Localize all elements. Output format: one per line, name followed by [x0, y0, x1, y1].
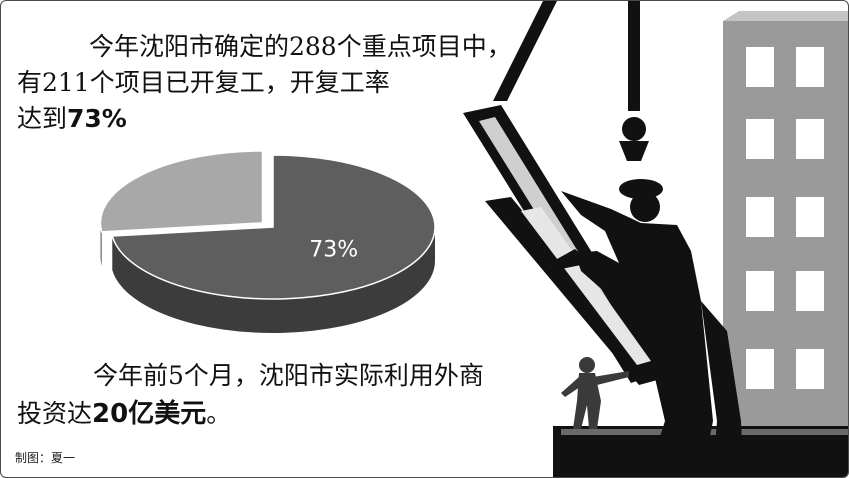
footer-line-2-suffix: 。: [206, 399, 232, 428]
footer-line-2: 投资达20亿美元。: [17, 393, 231, 430]
building-icon: [723, 11, 848, 426]
pie-top-layer: 73%: [99, 150, 436, 300]
pie-slice-side: [112, 227, 436, 334]
headline-line-3: 达到73%: [17, 99, 127, 135]
headline-line-2: 有211个项目已开复工，开复工率: [17, 68, 390, 97]
pie-slice: [111, 154, 436, 300]
worker-silhouette-icon: [557, 179, 743, 471]
headline-line-1: 今年沈阳市确定的288个重点项目中，: [89, 32, 512, 61]
crane-hook-icon: [493, 1, 649, 161]
pie-slice: [99, 150, 264, 233]
headline-rate-emphasis: 73%: [67, 104, 127, 133]
steel-beam-icon: [463, 105, 665, 385]
footer-amount-emphasis: 20亿美元: [92, 399, 207, 429]
footer-line-1: 今年前5个月，沈阳市实际利用外商: [93, 361, 484, 390]
small-worker-icon: [561, 357, 629, 429]
chart-credit: 制图：夏一: [15, 451, 76, 465]
building-windows: [746, 47, 824, 389]
pie-slice-label: 73%: [309, 237, 358, 262]
footer-line-2-prefix: 投资达: [17, 399, 93, 428]
headline-line-3-prefix: 达到: [17, 104, 68, 133]
pie-slice-side: [100, 222, 102, 266]
pie-side-layer: [100, 222, 436, 334]
